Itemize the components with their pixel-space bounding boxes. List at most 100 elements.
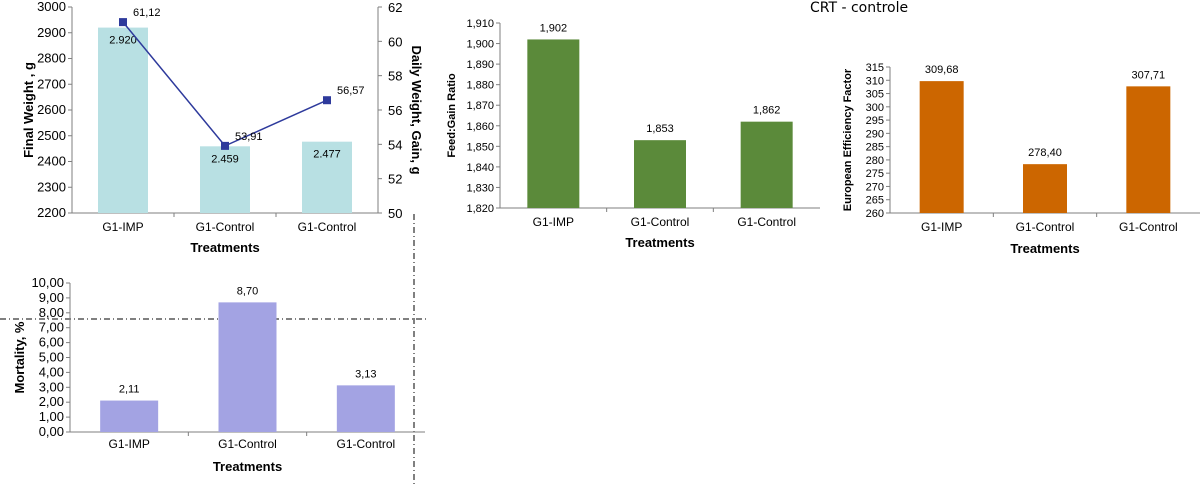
epef-y-tick-label: 285	[866, 142, 884, 154]
weight-category-label: G1-Control	[298, 220, 357, 234]
weight-gain-data-label: 61,12	[133, 7, 161, 19]
mortality-category-label: G1-Control	[218, 437, 277, 451]
weight-y-tick-label: 2500	[37, 128, 66, 143]
weight-y-tick-label: 2800	[37, 51, 66, 66]
epef-y-tick-label: 295	[866, 115, 884, 127]
fcr-bar	[740, 121, 793, 208]
fcr-y-tick-label: 1,890	[466, 59, 494, 71]
weight-data-label: 2.477	[313, 149, 341, 161]
weight-gain-marker	[221, 141, 229, 150]
weight-bar	[98, 27, 148, 213]
mortality-y-tick-label: 1,00	[39, 409, 64, 424]
weight-y-tick-label: 3000	[37, 0, 66, 14]
mortality-data-label: 8,70	[237, 285, 258, 297]
fcr-y-tick-label: 1,900	[466, 39, 494, 51]
epef-y-axis-title: European Efficiency Factor	[842, 68, 854, 211]
weight-chart: 2200 2300 2400 2500 2600 2700 2800 2900 3000 G1-I…	[21, 0, 378, 255]
weight-x-axis-title: Treatments	[190, 240, 259, 255]
epef-category-label: G1-Control	[1119, 220, 1178, 234]
epef-y-tick-label: 260	[866, 208, 884, 220]
fcr-category-label: G1-IMP	[533, 215, 574, 229]
mortality-y-tick-label: 9,00	[39, 290, 64, 305]
weight-y-tick-label: 2600	[37, 102, 66, 117]
epef-data-label: 278,40	[1028, 147, 1062, 159]
mortality-y-tick-label: 4,00	[39, 364, 64, 379]
mortality-chart: 0,001,002,003,004,005,006,007,008,009,00…	[12, 275, 425, 474]
epef-data-label: 307,71	[1132, 69, 1166, 81]
epef-y-tick-label: 270	[866, 181, 884, 193]
mortality-y-tick-label: 5,00	[39, 350, 64, 365]
fcr-data-label: 1,862	[753, 105, 781, 117]
mortality-bar	[336, 385, 395, 432]
mortality-y-tick-label: 6,00	[39, 335, 64, 350]
fcr-bar	[634, 140, 686, 208]
epef-category-label: G1-IMP	[921, 220, 962, 234]
fcr-bar	[527, 39, 580, 208]
fcr-y-tick-label: 1,850	[466, 141, 494, 153]
fcr-y-axis-title: Feed:Gain Ratio	[446, 73, 458, 158]
weight-category-label: G1-IMP	[102, 220, 143, 234]
fcr-y-tick-label: 1,820	[466, 203, 494, 215]
epef-y-tick-label: 305	[866, 89, 884, 101]
epef-y-tick-label: 265	[866, 195, 884, 207]
weight-data-label: 2.459	[211, 153, 239, 165]
fcr-y-tick-label: 1,860	[466, 121, 494, 133]
fcr-category-label: G1-Control	[631, 215, 690, 229]
weight-category-label: G1-Control	[196, 220, 255, 234]
mortality-y-axis-title: Mortality, %	[12, 321, 27, 393]
fcr-y-tick-label: 1,870	[466, 100, 494, 112]
epef-y-tick-label: 310	[866, 75, 884, 87]
mortality-y-tick-label: 2,00	[39, 394, 64, 409]
epef-y-tick-label: 280	[866, 155, 884, 167]
weight-y2-tick-label: 52	[388, 172, 402, 187]
weight-bar	[302, 141, 352, 213]
epef-x-axis-title: Treatments	[1010, 241, 1079, 256]
weight-y2-tick-label: 60	[388, 34, 402, 49]
mortality-data-label: 2,11	[119, 384, 140, 396]
fcr-y-tick-label: 1,880	[466, 80, 494, 92]
weight-gain-line	[122, 21, 328, 147]
mortality-category-label: G1-IMP	[108, 437, 149, 451]
fcr-y-tick-label: 1,840	[466, 162, 494, 174]
weight-y2-tick-label: 56	[388, 103, 402, 118]
weight-gain-data-label: 56,57	[337, 85, 365, 97]
epef-y-tick-label: 275	[866, 168, 884, 180]
weight-gain-marker	[323, 96, 331, 105]
weight-y-tick-label: 2300	[37, 179, 66, 194]
epef-y-tick-label: 315	[866, 62, 884, 74]
weight-data-label: 2.920	[109, 35, 137, 47]
mortality-y-tick-label: 0,00	[39, 424, 64, 439]
weight-y-tick-label: 2200	[37, 205, 66, 220]
weight-y2-tick-label: 62	[388, 0, 402, 15]
fcr-data-label: 1,902	[540, 22, 568, 34]
epef-bar	[1126, 86, 1171, 213]
fcr-y-tick-label: 1,830	[466, 182, 494, 194]
epef-data-label: 309,68	[925, 64, 959, 76]
weight-bar	[200, 146, 250, 213]
weight-y2-axis-title: Daily Weight, Gain, g	[409, 45, 424, 174]
mortality-x-axis-title: Treatments	[213, 459, 282, 474]
mortality-bar	[218, 302, 277, 432]
epef-bar	[919, 81, 964, 213]
fcr-category-label: G1-Control	[737, 215, 796, 229]
weight-y-axis-title: Final Weight , g	[21, 62, 36, 158]
weight-y2-tick-label: 54	[388, 137, 402, 152]
weight-y2-tick-label: 50	[388, 206, 402, 221]
weight-y-tick-label: 2400	[37, 154, 66, 169]
weight-gain-marker	[119, 18, 127, 27]
caption: CRT - controle	[810, 0, 909, 16]
mortality-data-label: 3,13	[355, 368, 376, 380]
mortality-category-label: G1-Control	[336, 437, 395, 451]
epef-category-label: G1-Control	[1016, 220, 1075, 234]
fcr-y-tick-label: 1,910	[466, 18, 494, 30]
epef-y-tick-label: 290	[866, 128, 884, 140]
weight-y-tick-label: 2900	[37, 25, 66, 40]
fcr-x-axis-title: Treatments	[625, 235, 694, 250]
epef-y-tick-label: 300	[866, 102, 884, 114]
weight-gain-series: 50 52 54 56 58 60 62 61,12 53,91 56,57 Daily Weigh…	[119, 0, 424, 221]
mortality-y-tick-label: 7,00	[39, 320, 64, 335]
epef-bar	[1023, 164, 1067, 213]
weight-y-tick-label: 2700	[37, 76, 66, 91]
